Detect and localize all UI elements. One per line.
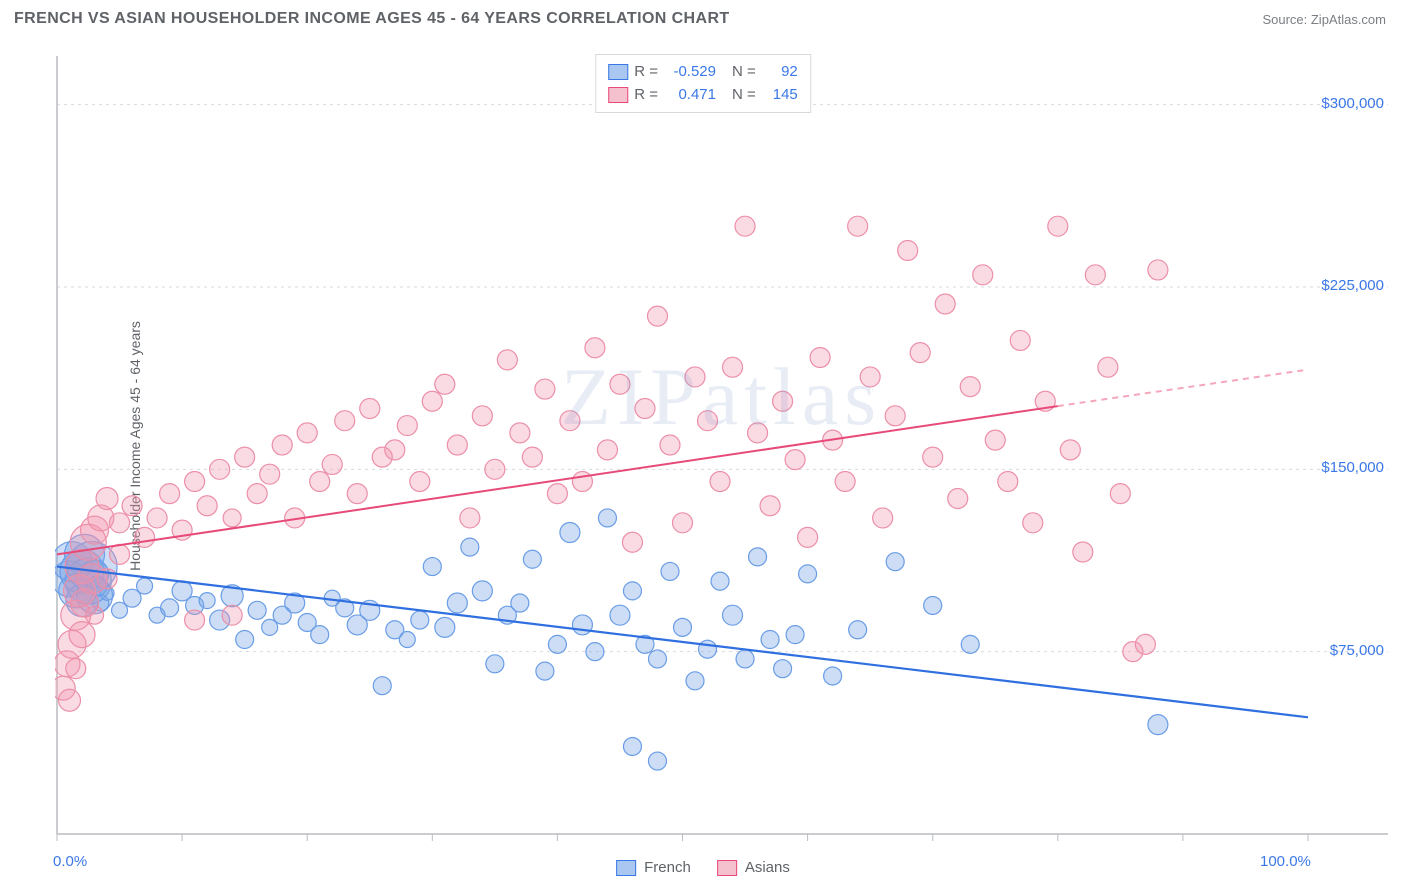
legend-label: French [644,859,691,876]
n-value: 145 [762,84,798,107]
n-label: N = [732,61,756,84]
r-label: R = [634,61,658,84]
x-tick-max: 100.0% [1260,853,1311,870]
n-value: 92 [762,61,798,84]
y-tick-label: $150,000 [1321,459,1384,476]
stats-legend: R = -0.529 N = 92 R = 0.471 N = 145 [595,54,811,113]
n-label: N = [732,84,756,107]
stats-row: R = -0.529 N = 92 [608,61,798,84]
x-tick-min: 0.0% [53,853,87,870]
legend-swatch [616,860,636,876]
header: FRENCH VS ASIAN HOUSEHOLDER INCOME AGES … [0,0,1406,34]
legend-item: Asians [717,859,790,876]
chart-plot-area: ZIPatlas [55,48,1388,842]
source-label: Source: ZipAtlas.com [1262,12,1386,27]
chart-title: FRENCH VS ASIAN HOUSEHOLDER INCOME AGES … [14,10,730,28]
legend-swatch [608,64,628,80]
r-value: -0.529 [664,61,716,84]
r-value: 0.471 [664,84,716,107]
scatter-chart-svg [55,48,1388,842]
stats-row: R = 0.471 N = 145 [608,84,798,107]
y-tick-label: $75,000 [1330,642,1384,659]
legend-item: French [616,859,691,876]
y-tick-label: $300,000 [1321,95,1384,112]
legend-swatch [717,860,737,876]
legend-label: Asians [745,859,790,876]
legend-swatch [608,87,628,103]
r-label: R = [634,84,658,107]
y-tick-label: $225,000 [1321,277,1384,294]
series-legend: French Asians [616,859,790,876]
